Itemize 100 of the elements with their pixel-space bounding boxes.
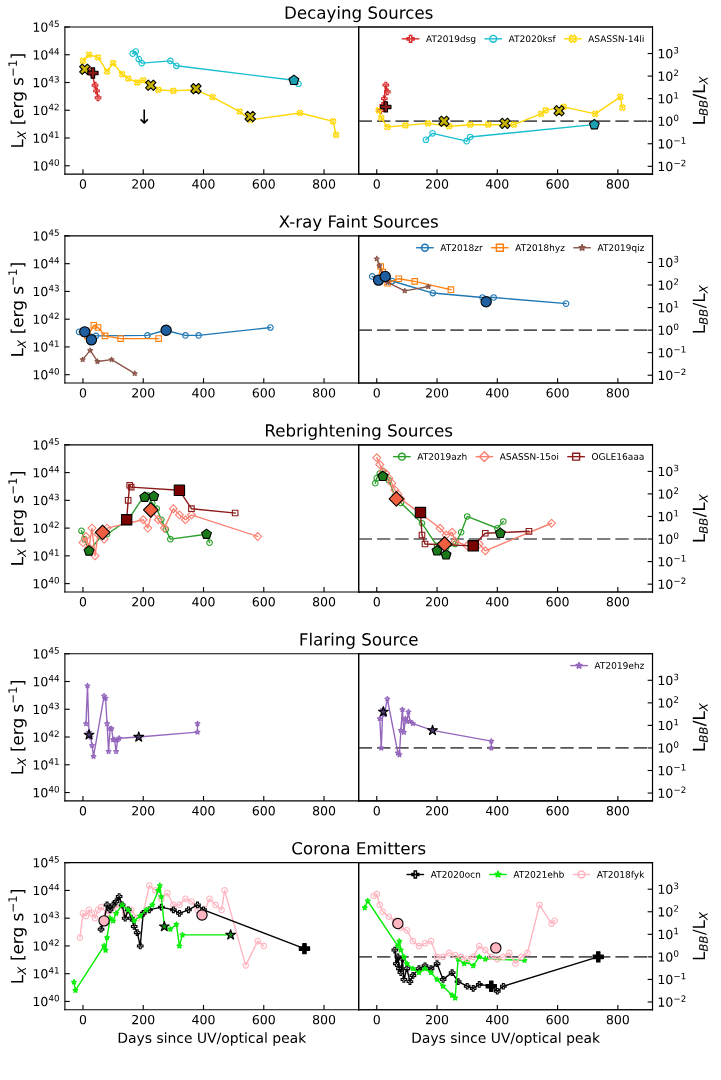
- x-tick-label: 400: [192, 805, 215, 816]
- y-tick-label: 10$^{45}$: [33, 856, 59, 868]
- y-tick-label: 10$^{41}$: [33, 549, 59, 561]
- legend-label: AT2020ocn: [430, 870, 481, 878]
- x-tick-label: 400: [192, 179, 215, 189]
- x-tick-label: 400: [486, 805, 509, 816]
- x-tick-label: 600: [546, 179, 569, 189]
- x-tick-label: 800: [606, 597, 629, 607]
- y-tick-label: 10$^{45}$: [33, 20, 59, 32]
- y2-tick-label: 10$^{0}$: [658, 950, 679, 962]
- x-tick-label: 200: [132, 805, 155, 816]
- y2-tick-label: 10$^{1}$: [658, 301, 679, 313]
- x-tick-label: 600: [546, 388, 569, 398]
- legend-label: ASASSN-14li: [588, 35, 644, 43]
- y2-tick-label: 10$^{−1}$: [658, 972, 686, 985]
- legend-label: AT2020ksf: [508, 35, 556, 43]
- x-axis-title: Days since UV/optical peak: [412, 1032, 600, 1046]
- x-tick-label: 400: [486, 388, 509, 398]
- x-tick-label: 0: [79, 805, 87, 816]
- y-tick-label: 10$^{43}$: [33, 702, 59, 715]
- y2-tick-label: 10$^{−1}$: [658, 137, 686, 149]
- y-tick-label: 10$^{40}$: [33, 785, 59, 798]
- y-tick-label: 10$^{40}$: [33, 159, 59, 171]
- legend-label: AT2019ehz: [594, 661, 644, 669]
- x-tick-label: 200: [426, 597, 449, 607]
- y2-tick-label: 10$^{−1}$: [658, 764, 686, 776]
- x-tick-label: 0: [79, 179, 87, 189]
- x-tick-label: 0: [373, 179, 380, 189]
- chart-title: Rebrightening Sources: [266, 423, 453, 440]
- y2-tick-label: 10$^{1}$: [658, 927, 679, 940]
- y-tick-label: 10$^{42}$: [33, 730, 59, 742]
- y-tick-label: 10$^{40}$: [33, 994, 59, 1007]
- y2-tick-label: 10$^{0}$: [658, 741, 679, 753]
- y-tick-label: 10$^{41}$: [33, 967, 59, 979]
- y2-tick-label: 10$^{2}$: [658, 69, 679, 81]
- y2-tick-label: 10$^{3}$: [658, 464, 679, 477]
- y-axis-title: L$_{X}$ [erg s$^{−1}$]: [8, 54, 27, 147]
- y-axis-title: L$_{X}$ [erg s$^{−1}$]: [8, 472, 27, 565]
- x-tick-label: 400: [192, 597, 215, 607]
- y-tick-label: 10$^{44}$: [33, 257, 60, 269]
- x-tick-label: 200: [132, 597, 155, 607]
- y-tick-label: 10$^{43}$: [33, 75, 59, 88]
- x-tick-label: 600: [546, 805, 569, 816]
- y-tick-label: 10$^{45}$: [33, 229, 59, 241]
- y-axis-title: L$_{X}$ [erg s$^{−1}$]: [8, 680, 27, 774]
- x-tick-label: 0: [373, 388, 380, 398]
- x-tick-label: 800: [312, 179, 336, 189]
- y-tick-label: 10$^{40}$: [33, 368, 59, 380]
- legend-label: AT2019dsg: [426, 35, 476, 44]
- chart-title: Flaring Source: [300, 632, 418, 649]
- x-tick-label: 800: [606, 1014, 629, 1025]
- y2-tick-label: 10$^{3}$: [658, 673, 679, 686]
- x-tick-label: 800: [606, 805, 629, 816]
- x-tick-label: 200: [426, 1014, 449, 1025]
- x-tick-label: 0: [373, 597, 380, 607]
- y2-tick-label: 10$^{1}$: [658, 718, 679, 731]
- y-tick-label: 10$^{44}$: [33, 675, 60, 687]
- x-tick-label: 0: [79, 597, 87, 607]
- y2-tick-label: 10$^{3}$: [658, 255, 679, 268]
- x-tick-label: 800: [312, 597, 336, 607]
- legend-label: AT2018zr: [440, 244, 483, 252]
- y2-tick-label: 10$^{0}$: [658, 114, 679, 127]
- legend-label: OGLE16aaa: [591, 453, 644, 460]
- y-tick-label: 10$^{43}$: [33, 284, 59, 297]
- x-tick-label: 0: [373, 805, 380, 816]
- chart-title: X-ray Faint Sources: [279, 214, 438, 232]
- y2-tick-label: 10$^{−2}$: [658, 159, 686, 172]
- y2-tick-label: 10$^{1}$: [658, 509, 679, 522]
- x-tick-label: 600: [546, 597, 569, 607]
- y-tick-label: 10$^{42}$: [33, 312, 59, 325]
- y-tick-label: 10$^{41}$: [33, 340, 59, 352]
- x-axis-title: Days since UV/optical peak: [118, 1032, 307, 1046]
- y2-tick-label: 10$^{3}$: [658, 882, 679, 895]
- x-tick-label: 200: [132, 1014, 155, 1025]
- x-tick-label: 400: [486, 179, 509, 189]
- y2-tick-label: 10$^{2}$: [658, 696, 679, 708]
- y-tick-label: 10$^{42}$: [33, 103, 59, 116]
- y-tick-label: 10$^{41}$: [33, 131, 59, 143]
- y2-tick-label: 10$^{0}$: [658, 323, 679, 335]
- y2-tick-label: 10$^{−2}$: [658, 368, 686, 381]
- legend-label: AT2019azh: [417, 452, 467, 460]
- y2-tick-label: 10$^{−1}$: [658, 555, 686, 567]
- legend-label: AT2021ehb: [513, 870, 564, 878]
- y2-axis-title: L$_{BB}$/L$_{X}$: [692, 493, 708, 542]
- x-tick-label: 200: [426, 805, 449, 816]
- y2-tick-label: 10$^{0}$: [658, 532, 679, 544]
- x-tick-label: 600: [252, 388, 275, 398]
- x-tick-label: 400: [486, 1014, 509, 1025]
- y2-axis-title: L$_{BB}$/L$_{X}$: [692, 911, 708, 960]
- y-tick-label: 10$^{41}$: [33, 758, 59, 770]
- x-tick-label: 600: [252, 1014, 275, 1025]
- legend-label: ASASSN-15oi: [499, 452, 559, 460]
- x-tick-label: 200: [426, 388, 449, 398]
- x-tick-label: 600: [252, 179, 275, 189]
- y2-axis-title: L$_{BB}$/L$_{X}$: [692, 285, 708, 333]
- y2-tick-label: 10$^{2}$: [658, 487, 679, 499]
- y2-tick-label: 10$^{3}$: [658, 46, 679, 59]
- x-tick-label: 800: [312, 805, 336, 816]
- x-tick-label: 800: [312, 1014, 336, 1025]
- x-tick-label: 200: [132, 388, 155, 398]
